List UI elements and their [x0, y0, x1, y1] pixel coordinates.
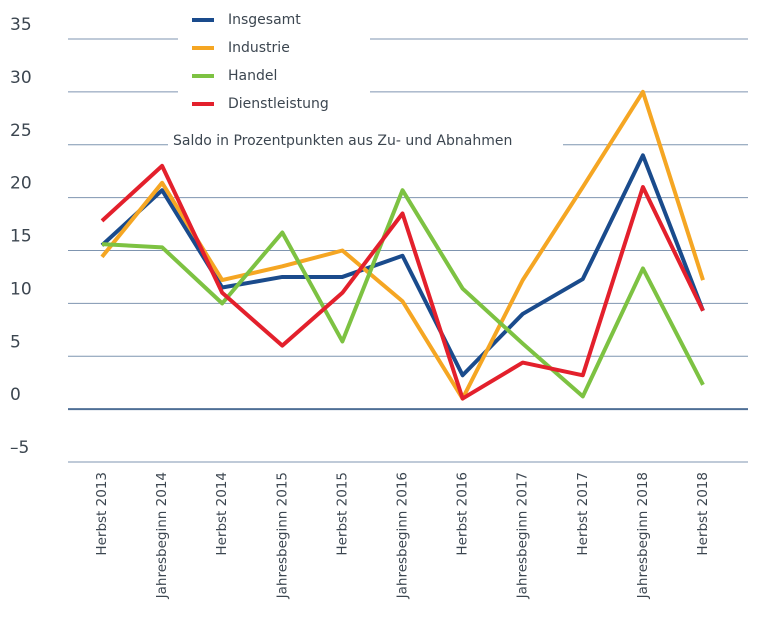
- y-tick-label: 20: [10, 174, 32, 194]
- x-tick-label: Jahresbeginn 2017: [515, 472, 531, 599]
- chart-subtitle: Saldo in Prozentpunkten aus Zu- und Abna…: [173, 133, 512, 149]
- x-tick-label: Jahresbeginn 2014: [154, 472, 170, 599]
- x-tick-label: Jahresbeginn 2016: [395, 472, 411, 599]
- series-line: [100, 163, 705, 401]
- x-tick-label: Jahresbeginn 2018: [635, 472, 651, 599]
- y-tick-label: 25: [10, 121, 32, 141]
- legend-label: Dienstleistung: [228, 96, 329, 112]
- y-tick-label: 15: [10, 227, 32, 247]
- y-tick-label: 10: [10, 279, 32, 299]
- x-tick-label: Herbst 2014: [214, 472, 230, 556]
- legend-label: Insgesamt: [228, 12, 301, 28]
- x-tick-label: Herbst 2015: [334, 472, 350, 556]
- x-tick-label: Herbst 2017: [575, 472, 591, 556]
- y-tick-label: 35: [10, 15, 32, 35]
- legend-label: Handel: [228, 68, 277, 84]
- y-tick-label: 5: [10, 332, 21, 352]
- x-tick-label: Herbst 2013: [94, 472, 110, 556]
- x-tick-label: Jahresbeginn 2015: [274, 472, 290, 599]
- y-tick-label: 30: [10, 68, 32, 88]
- y-tick-label: 0: [10, 385, 21, 405]
- x-tick-label: Herbst 2018: [695, 472, 711, 556]
- y-tick-label: –5: [10, 438, 29, 458]
- x-tick-label: Herbst 2016: [455, 472, 471, 556]
- legend-label: Industrie: [228, 40, 290, 56]
- legend-background: [178, 6, 370, 134]
- subtitle-background: [168, 128, 563, 154]
- series-line: [101, 188, 705, 399]
